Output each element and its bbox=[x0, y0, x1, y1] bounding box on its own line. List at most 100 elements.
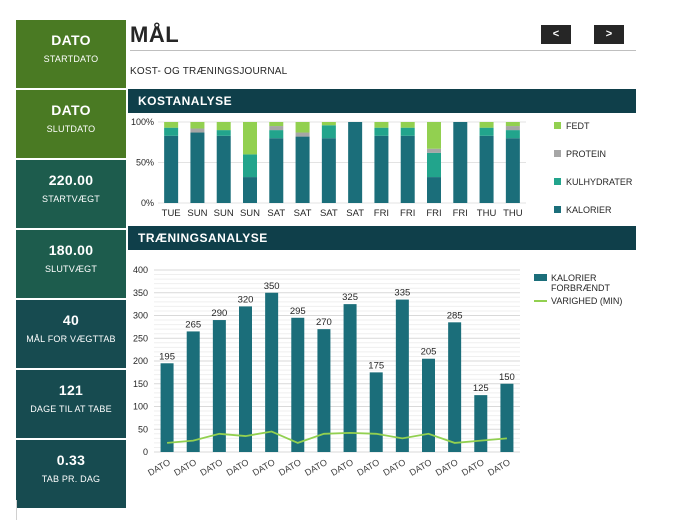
summary-label: SLUTVÆGT bbox=[44, 264, 98, 274]
legend-swatch bbox=[534, 274, 547, 281]
summary-value: 0.33 bbox=[56, 452, 86, 468]
diet-bar-segment bbox=[190, 128, 205, 133]
diet-bar-segment bbox=[374, 127, 389, 136]
y-tick-label: 50 bbox=[138, 424, 148, 434]
data-label: 295 bbox=[290, 306, 306, 317]
x-tick-label: SUN bbox=[187, 208, 207, 219]
y-tick-label: 50% bbox=[136, 158, 154, 168]
x-tick-label: DATO bbox=[486, 457, 512, 478]
legend-label: FORBRÆNDT bbox=[551, 283, 610, 293]
x-tick-label: SUN bbox=[240, 208, 260, 219]
y-tick-label: 300 bbox=[133, 311, 148, 321]
diet-bar-segment bbox=[269, 126, 284, 131]
page-subtitle: KOST- OG TRÆNINGSJOURNAL bbox=[130, 66, 288, 77]
x-tick-label: DATO bbox=[434, 457, 460, 478]
legend-label: VARIGHED (MIN) bbox=[551, 296, 622, 306]
calories-bar bbox=[343, 304, 357, 452]
diet-bar-segment bbox=[190, 132, 205, 203]
diet-bar-segment bbox=[374, 135, 389, 203]
diet-bar-segment bbox=[453, 122, 468, 203]
x-tick-label: SAT bbox=[294, 208, 312, 219]
calories-bar bbox=[186, 331, 200, 452]
summary-value: 121 bbox=[58, 382, 84, 398]
diet-bar-segment bbox=[216, 135, 231, 203]
summary-value: 180.00 bbox=[48, 242, 94, 258]
x-tick-label: DATO bbox=[251, 457, 277, 478]
y-tick-label: 350 bbox=[133, 288, 148, 298]
diet-analysis-header: KOSTANALYSE bbox=[128, 89, 636, 113]
summary-tile: 180.00 SLUTVÆGT bbox=[16, 230, 126, 298]
diet-bar-segment bbox=[269, 122, 284, 127]
summary-label: TAB PR. DAG bbox=[41, 474, 101, 484]
summary-tile: DATO STARTDATO bbox=[16, 20, 126, 88]
page-title: MÅL bbox=[130, 22, 180, 47]
diet-bar-segment bbox=[190, 122, 205, 129]
x-tick-label: THU bbox=[477, 208, 497, 219]
diet-bar-segment bbox=[164, 135, 179, 203]
next-button[interactable]: > bbox=[594, 25, 624, 44]
diet-bar-segment bbox=[400, 122, 415, 128]
y-tick-label: 0% bbox=[141, 198, 154, 208]
diet-bar-segment bbox=[243, 154, 257, 178]
summary-label: STARTVÆGT bbox=[42, 194, 100, 204]
summary-tile: DATO SLUTDATO bbox=[16, 90, 126, 158]
diet-bar-segment bbox=[269, 130, 284, 139]
x-tick-label: DATO bbox=[329, 457, 355, 478]
calories-bar bbox=[160, 363, 174, 452]
summary-sidebar: DATO STARTDATO DATO SLUTDATO 220.00 STARTVÆGT… bbox=[16, 20, 126, 510]
legend-label: KALORIER bbox=[566, 205, 612, 215]
summary-label: SLUTDATO bbox=[46, 124, 96, 134]
sidebar-divider bbox=[16, 500, 17, 520]
summary-value: DATO bbox=[51, 32, 91, 48]
legend-swatch bbox=[554, 150, 561, 157]
legend-label: PROTEIN bbox=[566, 149, 606, 159]
x-tick-label: DATO bbox=[303, 457, 329, 478]
training-analysis-header: TRÆNINGSANALYSE bbox=[128, 226, 636, 250]
legend-label: FEDT bbox=[566, 121, 590, 131]
calories-bar bbox=[212, 320, 226, 452]
data-label: 150 bbox=[499, 372, 515, 383]
summary-tile: 0.33 TAB PR. DAG bbox=[16, 440, 126, 508]
summary-label: STARTDATO bbox=[43, 54, 99, 64]
x-tick-label: SAT bbox=[320, 208, 338, 219]
y-tick-label: 400 bbox=[133, 265, 148, 275]
data-label: 205 bbox=[421, 347, 437, 358]
summary-value: 40 bbox=[62, 312, 80, 328]
x-tick-label: DATO bbox=[277, 457, 303, 478]
diet-bar-segment bbox=[164, 122, 179, 128]
data-label: 265 bbox=[185, 319, 201, 330]
diet-bar-segment bbox=[321, 125, 336, 139]
previous-button[interactable]: < bbox=[541, 25, 571, 44]
summary-label: DAGE TIL AT TABE bbox=[30, 404, 112, 414]
data-label: 285 bbox=[447, 310, 463, 321]
data-label: 325 bbox=[342, 292, 358, 303]
y-tick-label: 100% bbox=[131, 117, 154, 127]
legend-swatch bbox=[554, 178, 561, 185]
data-label: 290 bbox=[211, 308, 227, 319]
legend-swatch bbox=[554, 122, 561, 129]
diet-bar-segment bbox=[269, 138, 284, 203]
x-tick-label: DATO bbox=[225, 457, 251, 478]
x-tick-label: DATO bbox=[172, 457, 198, 478]
diet-bar-segment bbox=[216, 122, 231, 131]
x-tick-label: SUN bbox=[214, 208, 234, 219]
calories-bar bbox=[474, 395, 488, 452]
calories-bar bbox=[239, 306, 252, 452]
diet-bar-segment bbox=[374, 122, 389, 128]
diet-bar-segment bbox=[164, 127, 179, 136]
data-label: 125 bbox=[473, 383, 489, 394]
diet-bar-segment bbox=[479, 122, 494, 128]
calories-bar bbox=[500, 383, 514, 452]
data-label: 175 bbox=[368, 360, 384, 371]
summary-tile: 121 DAGE TIL AT TABE bbox=[16, 370, 126, 438]
diet-bar-segment bbox=[479, 127, 494, 136]
x-tick-label: SAT bbox=[267, 208, 285, 219]
calories-bar bbox=[395, 299, 409, 452]
x-tick-label: FRI bbox=[426, 208, 441, 219]
diet-bar-segment bbox=[479, 135, 494, 203]
diet-bar-segment bbox=[505, 122, 520, 127]
diet-bar-segment bbox=[243, 122, 257, 155]
x-tick-label: FRI bbox=[400, 208, 415, 219]
calories-bar bbox=[448, 322, 462, 452]
summary-tile: 40 MÅL FOR VÆGTTAB bbox=[16, 300, 126, 368]
